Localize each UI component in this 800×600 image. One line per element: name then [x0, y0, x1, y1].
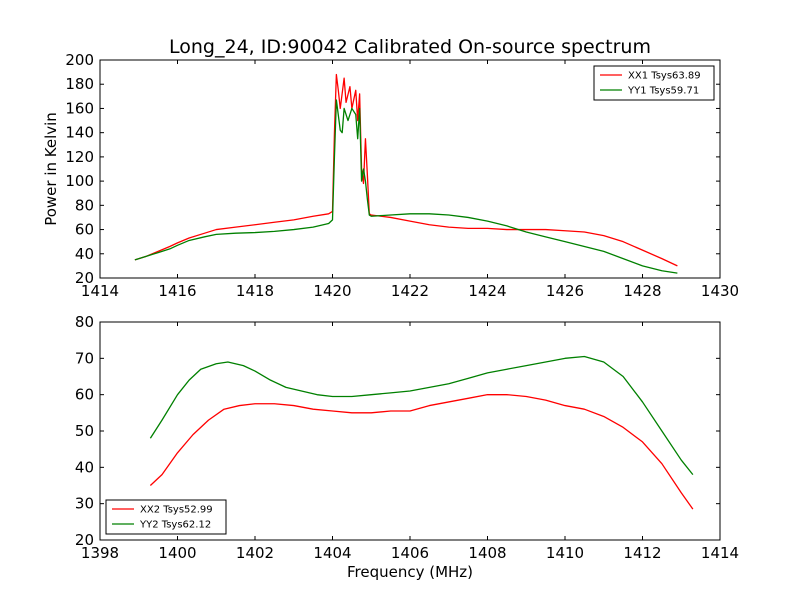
top-x-tick-label: 1424	[468, 282, 506, 300]
bottom-y-tick-label: 80	[75, 313, 94, 331]
top-series-line-1	[134, 73, 678, 267]
bottom-series-line-1	[149, 394, 694, 510]
top-x-tick-label: 1422	[391, 282, 429, 300]
bottom-legend: XX2 Tsys52.99 YY2 Tsys62.12	[105, 499, 227, 535]
bottom-y-tick-label: 70	[75, 349, 94, 367]
bottom-legend-label-1: XX2 Tsys52.99	[140, 505, 213, 516]
bottom-x-tick-label: 1406	[391, 544, 429, 562]
top-legend: XX1 Tsys63.89 YY1 Tsys59.71	[593, 65, 715, 101]
bottom-y-tick-label: 50	[75, 422, 94, 440]
bottom-y-tick-label: 40	[75, 458, 94, 476]
top-legend-box	[593, 65, 715, 101]
top-x-tick-label: 1428	[623, 282, 661, 300]
bottom-y-tick-label: 60	[75, 386, 94, 404]
bottom-y-tick-label: 20	[75, 531, 94, 549]
top-x-tick-label: 1418	[236, 282, 274, 300]
top-legend-label-2: YY1 Tsys59.71	[627, 86, 699, 97]
top-x-tick-label: 1416	[158, 282, 196, 300]
bottom-panel: 1398 1400 1402 1404 1406 1408 1410 1412 1414 20 30…	[75, 313, 739, 562]
bottom-x-tick-label: 1398	[81, 544, 119, 562]
top-y-tick-label: 100	[65, 172, 94, 190]
top-y-tick-label: 180	[65, 75, 94, 93]
top-y-axis-label: Power in Kelvin	[42, 112, 60, 226]
bottom-x-tick-label: 1402	[236, 544, 274, 562]
bottom-x-tick-label: 1400	[158, 544, 196, 562]
top-y-tick-label: 60	[75, 221, 94, 239]
bottom-series-line-2	[149, 355, 694, 476]
bottom-x-tick-label: 1408	[468, 544, 506, 562]
top-x-tick-label: 1430	[701, 282, 739, 300]
chart-title: Long_24, ID:90042 Calibrated On-source s…	[169, 36, 651, 58]
bottom-legend-label-2: YY2 Tsys62.12	[139, 520, 211, 531]
top-y-tick-label: 160	[65, 99, 94, 117]
top-y-tick-label: 80	[75, 196, 94, 214]
top-panel: 1414 1416 1418 1420 1422 1424 1426 1428 1430 20 40…	[65, 51, 739, 300]
top-y-tick-label: 200	[65, 51, 94, 69]
bottom-x-tick-label: 1412	[623, 544, 661, 562]
top-x-tick-label: 1426	[546, 282, 584, 300]
bottom-x-tick-label: 1404	[313, 544, 351, 562]
top-y-tick-label: 20	[75, 269, 94, 287]
bottom-x-tick-label: 1414	[701, 544, 739, 562]
top-x-tick-label: 1420	[313, 282, 351, 300]
top-y-tick-label: 40	[75, 245, 94, 263]
bottom-x-tick-label: 1410	[546, 544, 584, 562]
bottom-legend-box	[105, 499, 227, 535]
bottom-x-axis-label: Frequency (MHz)	[347, 563, 473, 581]
top-y-tick-label: 120	[65, 148, 94, 166]
bottom-y-tick-label: 30	[75, 495, 94, 513]
top-legend-label-1: XX1 Tsys63.89	[628, 71, 701, 82]
top-y-tick-label: 140	[65, 124, 94, 142]
top-series-line-2	[134, 99, 678, 274]
top-x-tick-label: 1414	[81, 282, 119, 300]
